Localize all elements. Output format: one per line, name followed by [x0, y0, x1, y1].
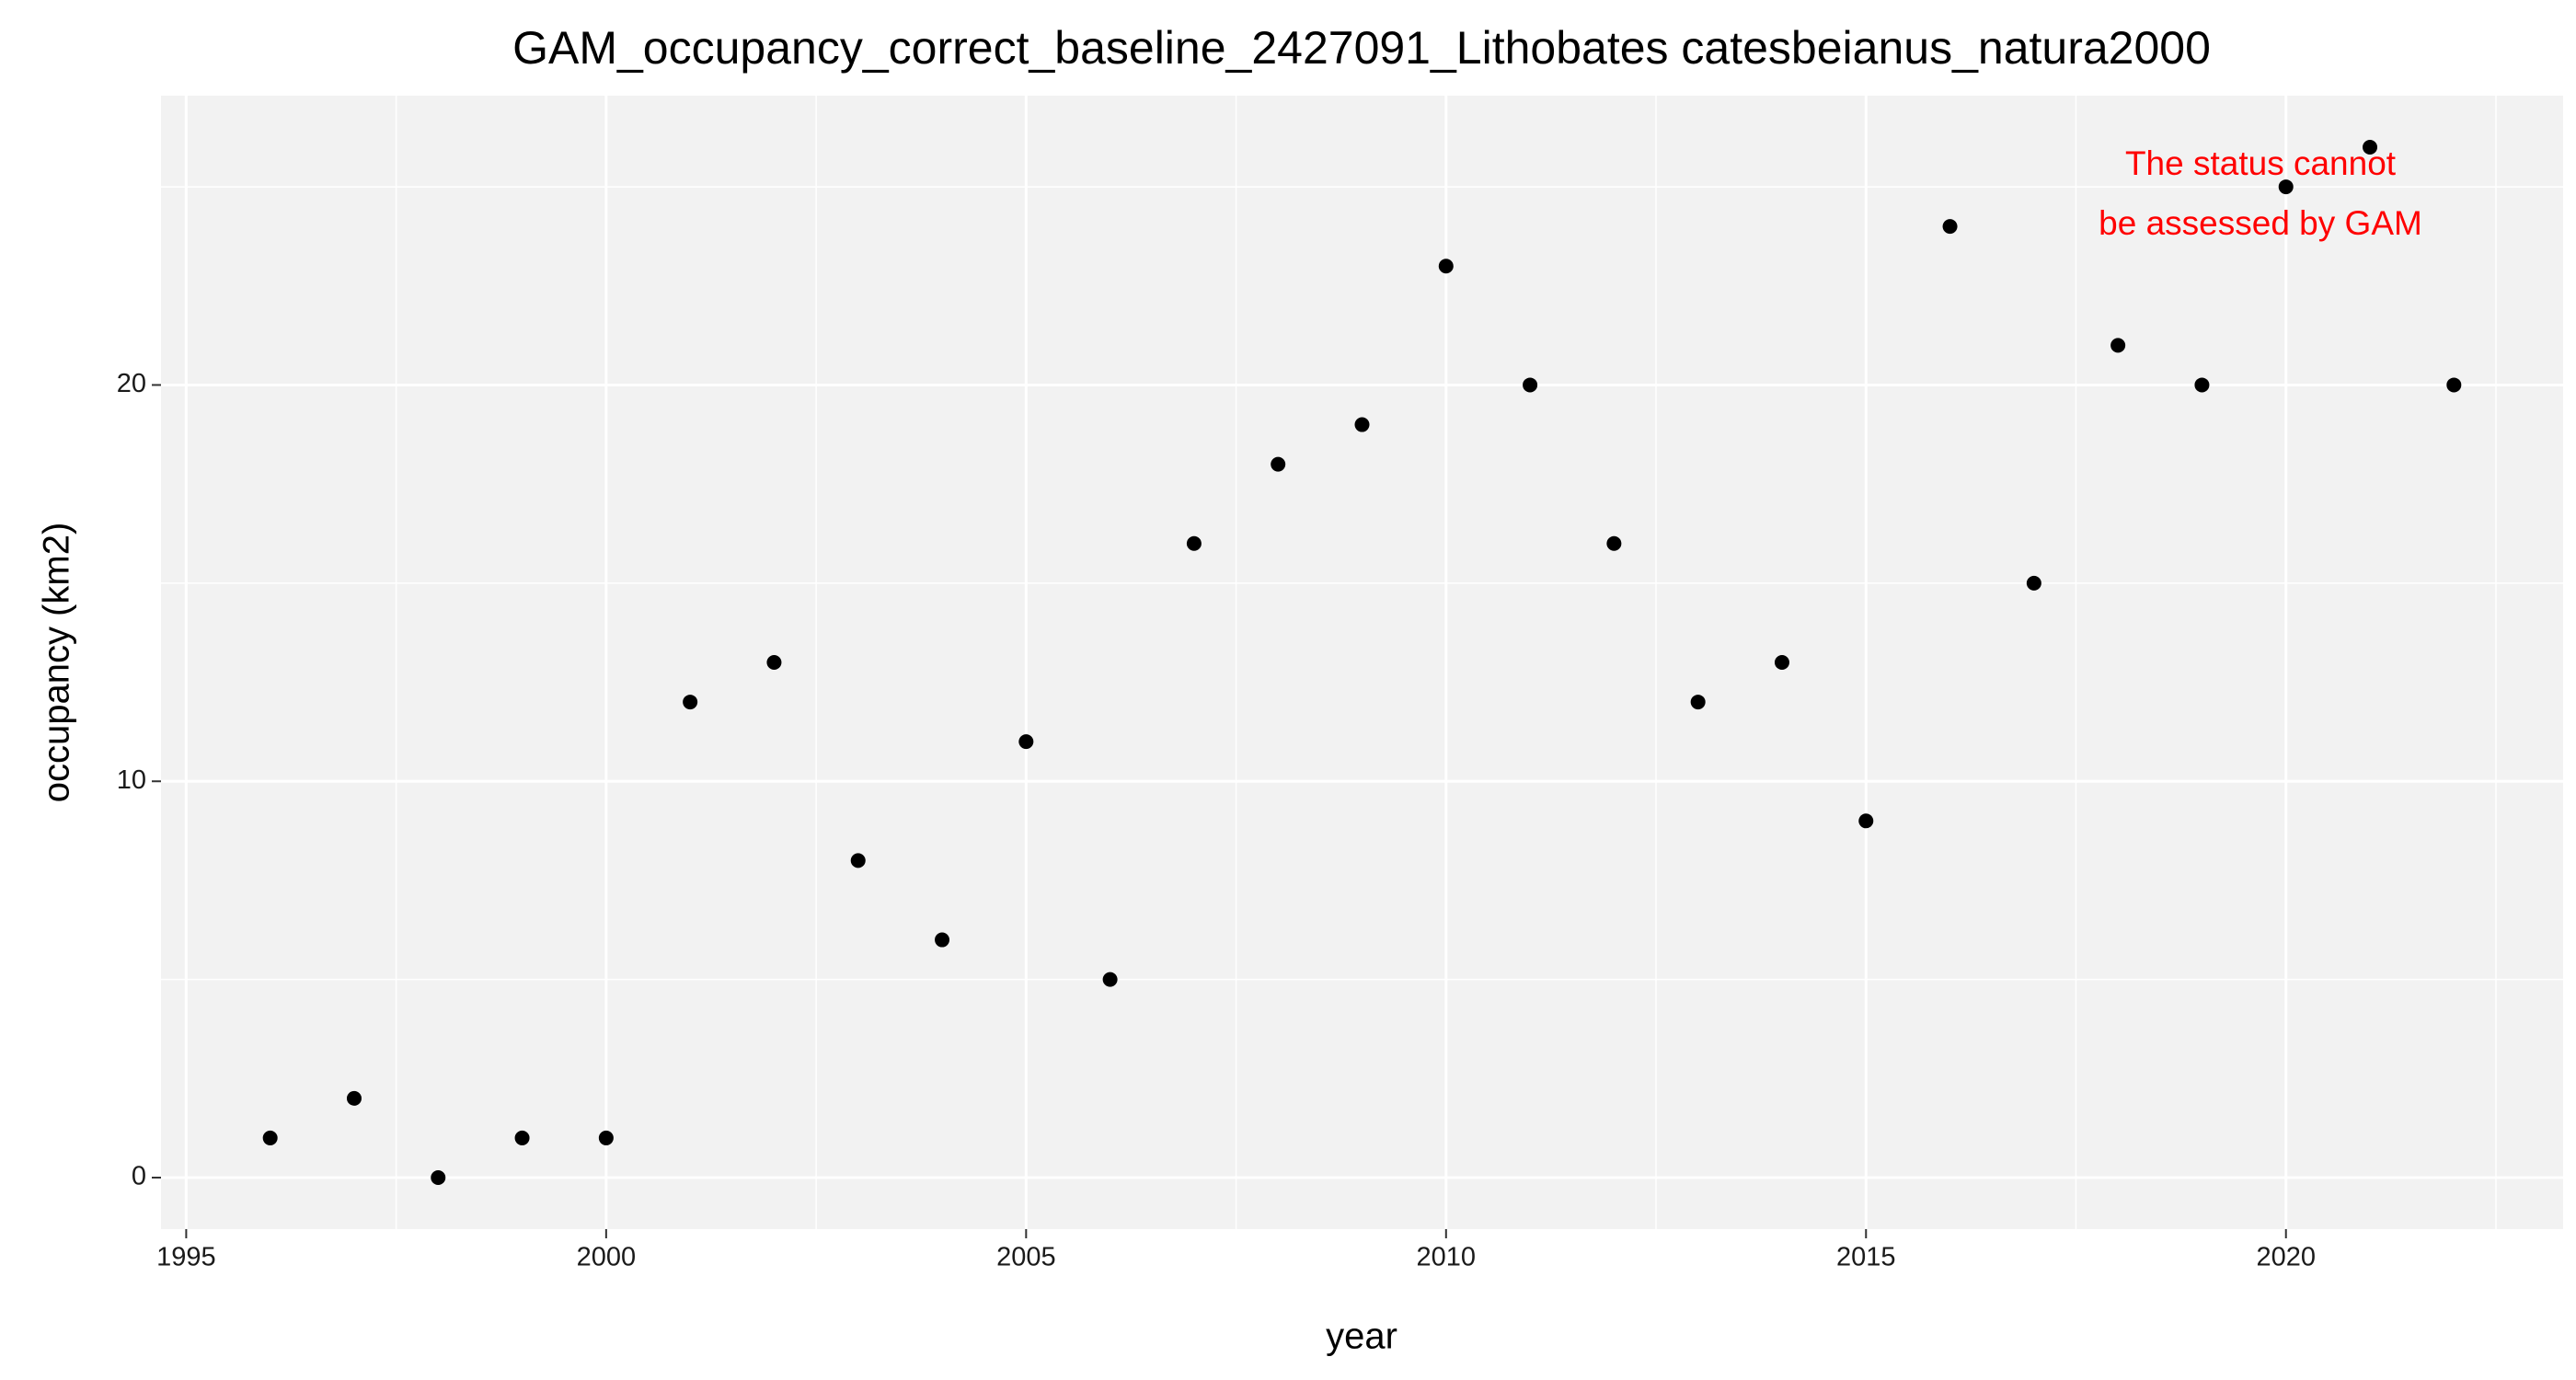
- point: [1942, 219, 1958, 235]
- point: [850, 853, 866, 868]
- point: [1186, 535, 1202, 551]
- point: [1354, 417, 1370, 432]
- point: [1606, 535, 1622, 551]
- point: [2110, 338, 2126, 353]
- point: [514, 1130, 530, 1145]
- point: [2194, 377, 2210, 393]
- point: [2446, 377, 2462, 393]
- point: [2278, 179, 2294, 195]
- chart-title: GAM_occupancy_correct_baseline_2427091_L…: [512, 22, 2211, 74]
- point: [1858, 813, 1874, 829]
- annotation: The status cannot: [2125, 144, 2397, 182]
- point: [598, 1130, 614, 1145]
- y-tick-label: 20: [117, 369, 146, 398]
- x-tick-label: 2010: [1417, 1243, 1477, 1272]
- x-tick-label: 1995: [156, 1243, 216, 1272]
- point: [1774, 655, 1789, 670]
- point: [2363, 140, 2378, 155]
- point: [431, 1170, 446, 1185]
- point: [1271, 456, 1286, 472]
- y-tick-label: 10: [117, 765, 146, 795]
- point: [346, 1090, 362, 1106]
- x-tick-label: 2005: [996, 1243, 1056, 1272]
- x-axis-title: year: [1326, 1317, 1397, 1357]
- point: [766, 655, 782, 670]
- y-tick-label: 0: [132, 1162, 146, 1191]
- x-tick-label: 2020: [2256, 1243, 2316, 1272]
- x-tick-label: 2015: [1836, 1243, 1896, 1272]
- point: [1690, 695, 1706, 710]
- panel-background: [161, 96, 2563, 1229]
- point: [262, 1130, 278, 1145]
- point: [935, 932, 950, 948]
- annotation: be assessed by GAM: [2099, 204, 2422, 242]
- y-axis-title: occupancy (km2): [37, 523, 77, 803]
- point: [1018, 734, 1034, 750]
- point: [1438, 259, 1454, 274]
- point: [683, 695, 698, 710]
- point: [2026, 575, 2041, 591]
- x-tick-label: 2000: [577, 1243, 637, 1272]
- point: [1523, 377, 1538, 393]
- point: [1102, 972, 1118, 987]
